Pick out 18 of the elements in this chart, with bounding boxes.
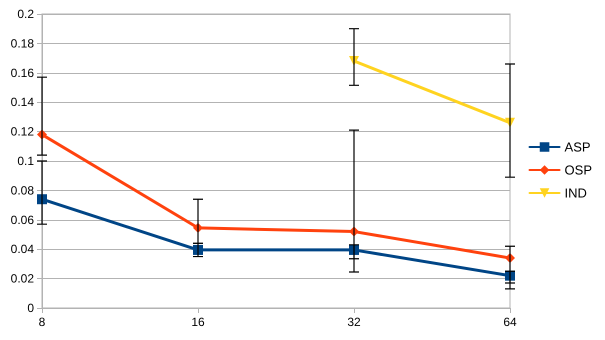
legend-label: IND [564, 186, 587, 200]
y-tick-label: 0.14 [10, 95, 34, 110]
x-tick-label: 16 [191, 315, 205, 329]
y-tick-label: 0.18 [10, 36, 34, 50]
x-tick-label: 64 [503, 315, 517, 329]
y-tick-label: 0.04 [10, 242, 34, 256]
y-tick-label: 0.06 [10, 212, 34, 227]
legend-label: ASP [564, 140, 591, 154]
y-tick-label: 0.02 [10, 272, 34, 286]
y-tick-label: 0.12 [10, 124, 34, 139]
y-tick-label: 0.1 [17, 154, 34, 168]
y-tick-label: 0.08 [10, 183, 34, 198]
y-tick-label: 0.16 [10, 66, 34, 80]
x-tick-label: 32 [347, 315, 361, 329]
y-tick-label: 0.2 [17, 7, 34, 21]
y-tick-label: 0 [27, 301, 34, 315]
legend-label: OSP [564, 162, 592, 178]
x-tick-label: 8 [38, 315, 46, 329]
